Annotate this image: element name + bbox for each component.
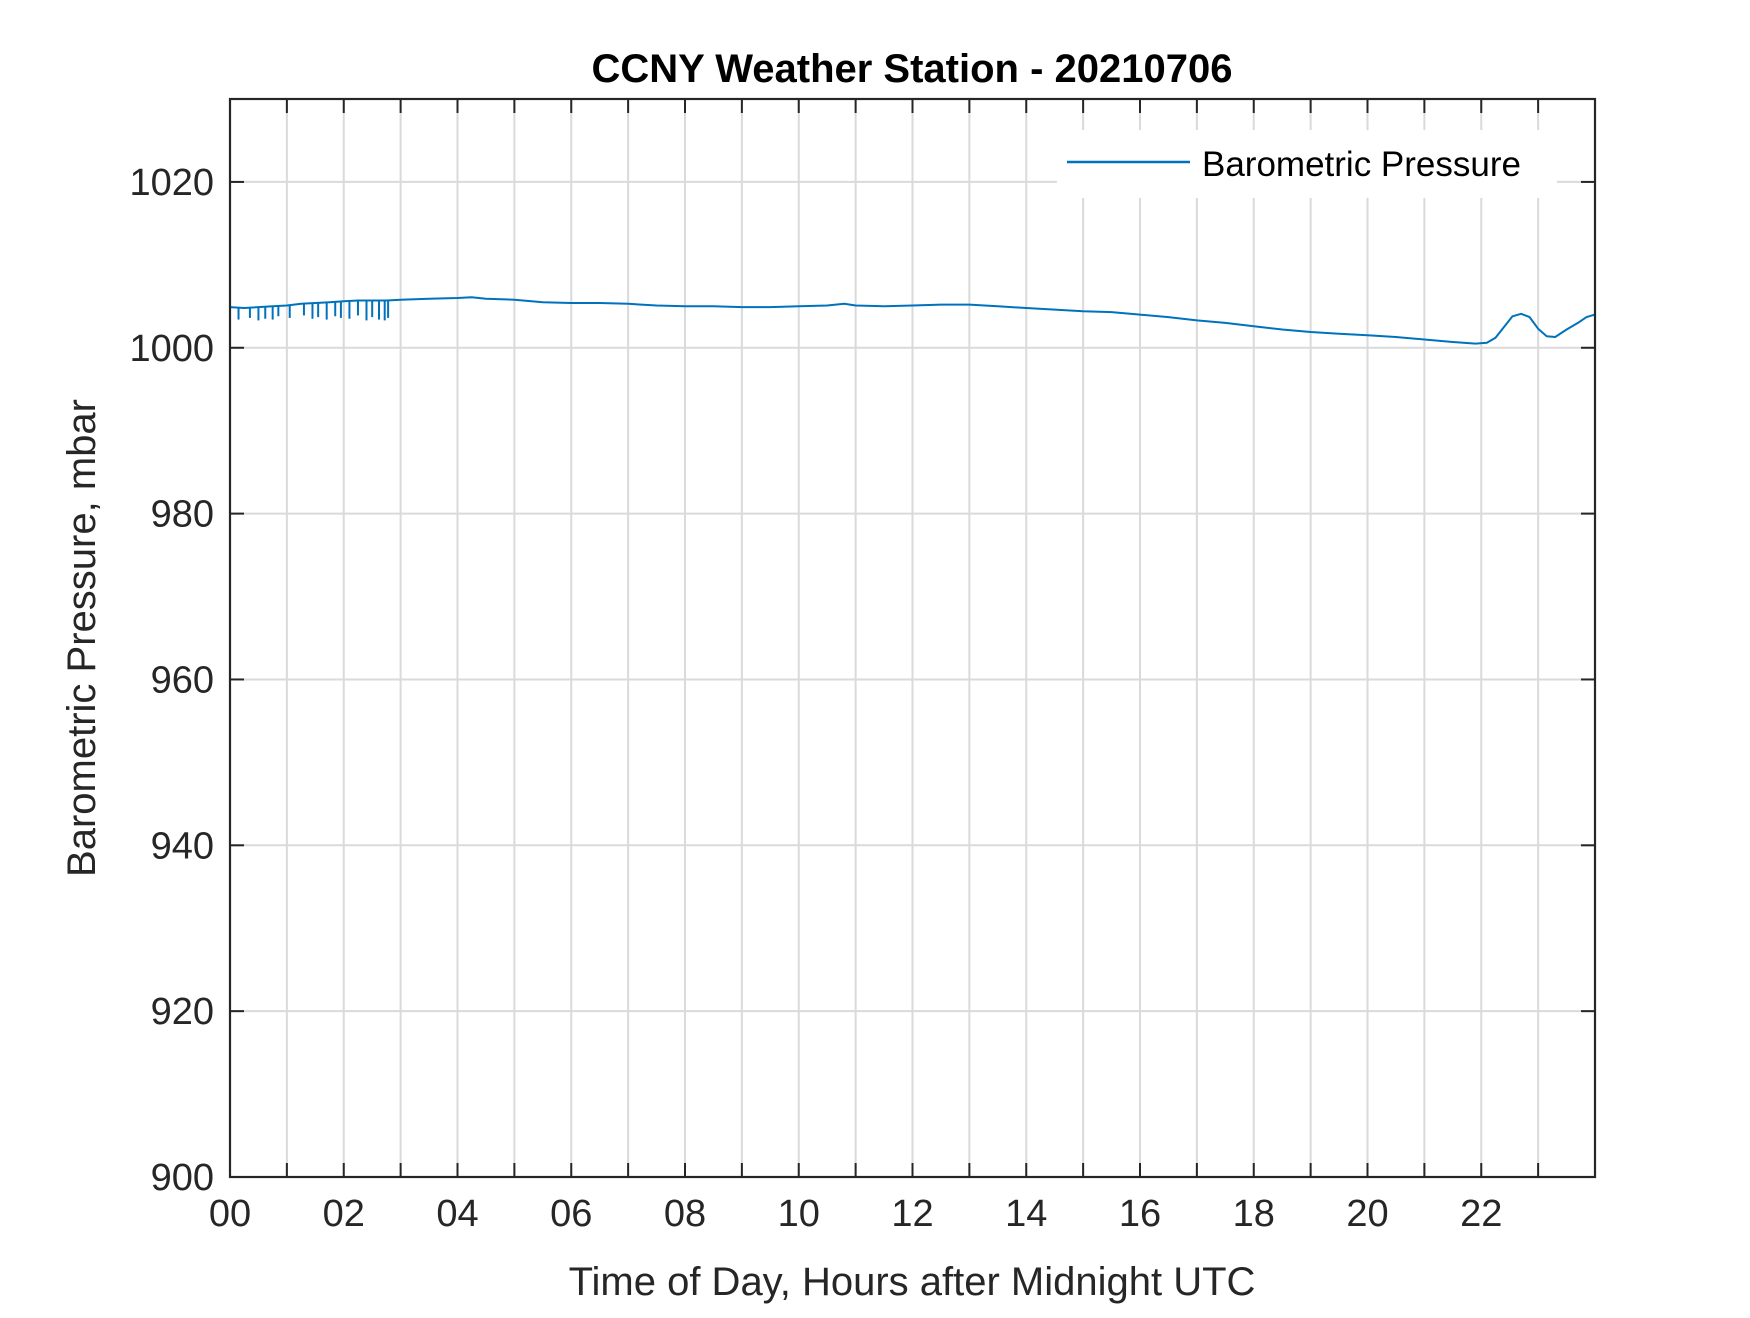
x-tick-label: 14 <box>1005 1193 1047 1235</box>
y-tick-label: 940 <box>151 825 214 867</box>
legend-box <box>1057 130 1557 198</box>
x-tick-label: 06 <box>550 1193 592 1235</box>
axes-frame <box>228 97 1597 1179</box>
x-tick-labels: 00 02 04 06 08 10 12 14 16 18 20 22 <box>209 1193 1503 1235</box>
x-tick-label: 00 <box>209 1193 251 1235</box>
legend: Barometric Pressure <box>1057 130 1557 198</box>
y-tick-label: 1020 <box>129 162 214 204</box>
x-tick-label: 08 <box>664 1193 706 1235</box>
x-tick-label: 20 <box>1346 1193 1388 1235</box>
y-axis-label: Barometric Pressure, mbar <box>60 399 104 877</box>
series-layer <box>229 296 1596 345</box>
x-tick-label: 04 <box>436 1193 478 1235</box>
tick-marks <box>230 99 1595 1177</box>
x-tick-label: 12 <box>891 1193 933 1235</box>
x-axis-label: Time of Day, Hours after Midnight UTC <box>569 1260 1256 1304</box>
x-tick-label: 10 <box>778 1193 820 1235</box>
y-tick-labels: 900 920 940 960 980 1000 1020 <box>129 162 214 1199</box>
y-tick-label: 900 <box>151 1157 214 1199</box>
y-tick-label: 1000 <box>129 328 214 370</box>
x-tick-label: 16 <box>1119 1193 1161 1235</box>
x-tick-label: 18 <box>1233 1193 1275 1235</box>
grid-lines <box>230 99 1595 1177</box>
y-tick-label: 980 <box>151 494 214 536</box>
legend-label: Barometric Pressure <box>1202 145 1521 184</box>
y-tick-label: 960 <box>151 659 214 701</box>
x-tick-label: 02 <box>323 1193 365 1235</box>
x-tick-label: 22 <box>1460 1193 1502 1235</box>
y-tick-label: 920 <box>151 991 214 1033</box>
chart-title: CCNY Weather Station - 20210706 <box>592 47 1233 91</box>
series-line-barometric-pressure <box>229 296 1596 345</box>
